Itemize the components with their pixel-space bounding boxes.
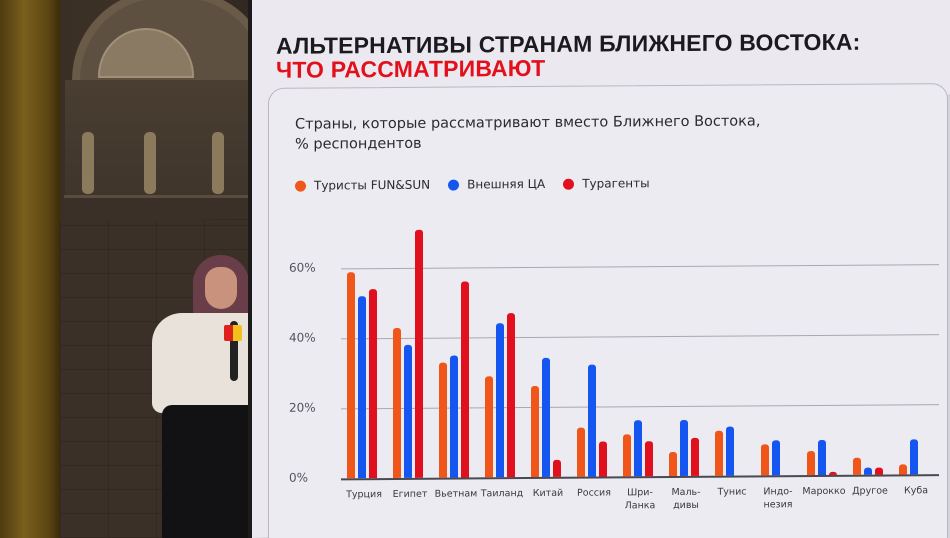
bar-group: Египет bbox=[387, 229, 433, 500]
bar-group: Марокко bbox=[801, 235, 847, 497]
bar bbox=[634, 420, 642, 477]
y-axis-tick: 60% bbox=[289, 260, 316, 275]
baluster bbox=[144, 132, 156, 194]
legend-item-travel-agents: Турагенты bbox=[563, 176, 650, 191]
bar bbox=[807, 450, 815, 476]
y-axis-tick: 20% bbox=[289, 400, 316, 415]
x-axis-category-label: Куба bbox=[903, 485, 929, 497]
baluster bbox=[82, 132, 94, 194]
bar bbox=[507, 312, 515, 478]
bar-group: Куба bbox=[893, 234, 939, 496]
legend-dot-red-icon bbox=[563, 178, 575, 190]
bar-plot-area: 60% 40% 20% 0% Турция Египет Вьетнам Таиланд Кит… bbox=[289, 229, 939, 538]
bar bbox=[599, 441, 607, 477]
balcony-shelf bbox=[64, 195, 250, 219]
bar-cluster bbox=[761, 440, 791, 476]
legend-label: Внешняя ЦА bbox=[467, 176, 546, 192]
bar-group: Турция bbox=[341, 238, 387, 500]
bar-cluster bbox=[669, 419, 699, 477]
bar-cluster bbox=[531, 357, 561, 478]
bar-group: Маль-дивы bbox=[663, 236, 709, 511]
bar-group: Вьетнам bbox=[433, 237, 479, 500]
bar bbox=[577, 427, 585, 477]
bar bbox=[761, 443, 769, 476]
bar-cluster bbox=[623, 420, 653, 477]
legend-dot-orange-icon bbox=[295, 180, 306, 192]
slide-title-line1: АЛЬТЕРНАТИВЫ СТРАНАМ БЛИЖНЕГО ВОСТОКА: bbox=[276, 28, 861, 59]
gold-pillar bbox=[0, 0, 60, 538]
bar bbox=[496, 323, 504, 478]
bar-groups: Турция Египет Вьетнам Таиланд Китай Россия Шри… bbox=[341, 229, 939, 511]
legend-item-tourists: Туристы FUN&SUN bbox=[295, 178, 430, 193]
microphone-flag bbox=[224, 325, 242, 341]
bar bbox=[853, 457, 861, 475]
bar bbox=[864, 467, 872, 475]
y-axis-tick: 40% bbox=[289, 330, 316, 345]
bar bbox=[715, 430, 723, 476]
bar bbox=[588, 364, 596, 477]
bar bbox=[415, 229, 423, 478]
presenter-skirt bbox=[162, 405, 258, 538]
bar bbox=[531, 385, 539, 478]
presenter-face bbox=[205, 267, 237, 309]
bar-group: Китай bbox=[525, 237, 571, 499]
bar bbox=[358, 296, 366, 479]
bar bbox=[818, 439, 826, 476]
bar bbox=[485, 375, 493, 478]
bar-cluster bbox=[853, 457, 883, 475]
bar-cluster bbox=[807, 439, 837, 476]
legend-item-external-audience: Внешняя ЦА bbox=[448, 177, 545, 192]
bar bbox=[461, 281, 469, 478]
bar bbox=[910, 439, 918, 475]
bar bbox=[404, 344, 412, 478]
bar-cluster bbox=[715, 426, 745, 476]
bar-cluster bbox=[485, 312, 515, 478]
slide-title: АЛЬТЕРНАТИВЫ СТРАНАМ БЛИЖНЕГО ВОСТОКА: Ч… bbox=[276, 28, 861, 83]
bar bbox=[669, 451, 677, 477]
bar-group: Россия bbox=[571, 236, 617, 499]
bar-cluster bbox=[439, 281, 469, 478]
bar bbox=[875, 467, 883, 475]
bar bbox=[393, 327, 401, 478]
bar bbox=[645, 441, 653, 477]
bar-cluster bbox=[347, 271, 377, 479]
bar-cluster bbox=[577, 364, 607, 477]
bar-group: Тунис bbox=[709, 235, 755, 498]
slide-title-line2: ЧТО РАССМАТРИВАЮТ bbox=[276, 54, 546, 83]
y-axis-tick: 0% bbox=[289, 470, 309, 485]
bar bbox=[829, 471, 837, 475]
bar bbox=[680, 419, 688, 476]
bar bbox=[439, 362, 447, 478]
bar-group: Другое bbox=[847, 234, 893, 497]
chart-title-line2: % респондентов bbox=[295, 135, 422, 153]
chart-title: Страны, которые рассматривают вместо Бли… bbox=[295, 110, 895, 154]
bar bbox=[347, 271, 355, 479]
bar-group: Индо-незия bbox=[755, 235, 801, 510]
chart-card: Страны, которые рассматривают вместо Бли… bbox=[268, 83, 948, 538]
legend-dot-blue-icon bbox=[448, 179, 460, 191]
bar bbox=[542, 357, 550, 477]
bar bbox=[623, 434, 631, 477]
bar bbox=[553, 459, 561, 477]
bar-group: Шри- Ланка bbox=[617, 236, 663, 511]
bar bbox=[450, 355, 458, 478]
bar bbox=[899, 463, 907, 475]
microphone bbox=[230, 321, 238, 381]
chart-legend: Туристы FUN&SUN Внешняя ЦА Турагенты bbox=[295, 176, 650, 193]
bar-cluster bbox=[393, 229, 423, 478]
baluster bbox=[212, 132, 224, 194]
bar-cluster bbox=[899, 439, 929, 475]
bar bbox=[726, 426, 734, 476]
legend-label: Турагенты bbox=[582, 176, 650, 191]
bar bbox=[772, 440, 780, 476]
bar bbox=[369, 289, 377, 479]
bar bbox=[691, 437, 699, 476]
legend-label: Туристы FUN&SUN bbox=[314, 177, 431, 193]
bar-group: Таиланд bbox=[479, 237, 525, 499]
presentation-slide: АЛЬТЕРНАТИВЫ СТРАНАМ БЛИЖНЕГО ВОСТОКА: Ч… bbox=[248, 0, 950, 538]
